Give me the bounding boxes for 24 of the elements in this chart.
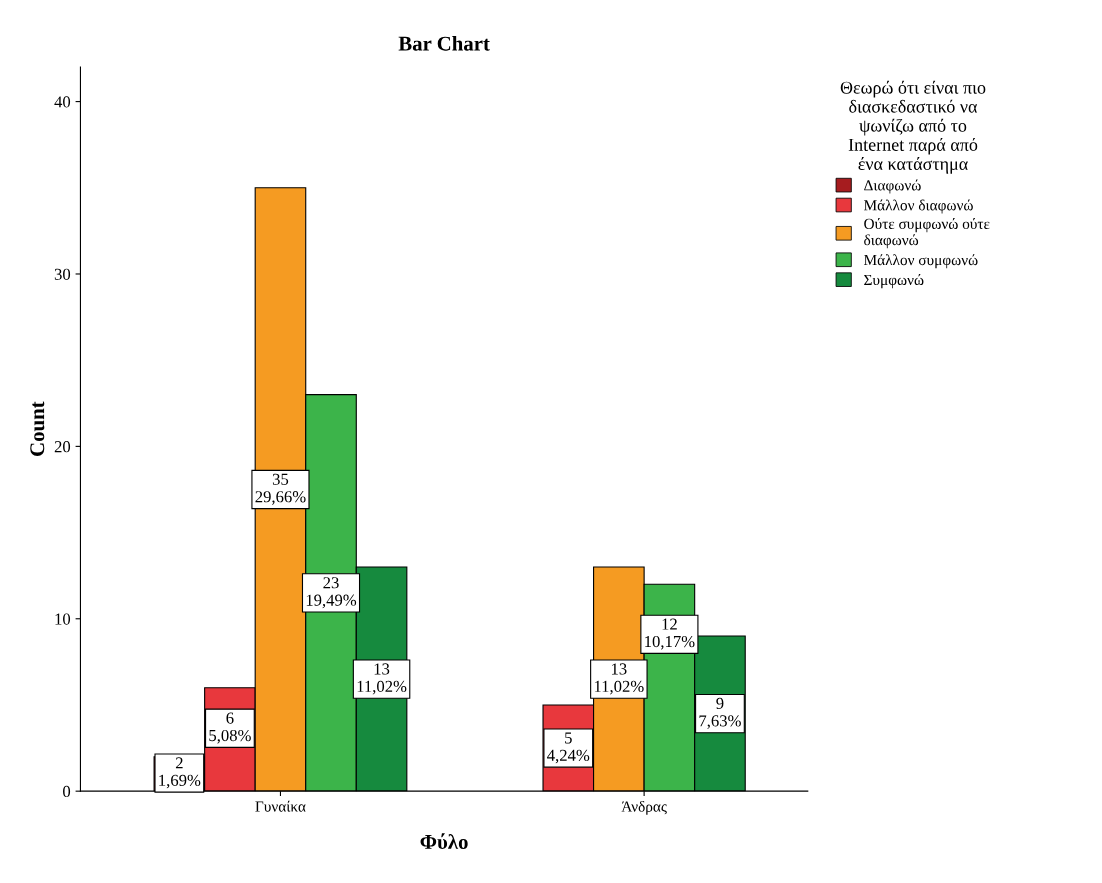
x-tick-label: Γυναίκα xyxy=(255,800,306,812)
legend-title: Θεωρώ ότι είναι πιο διασκεδαστικό να ψωνίζω από το Internet παρά από ένα κατάστημα xyxy=(840,80,986,174)
y-tick-label: 40 xyxy=(54,96,71,108)
legend-label: Διαφωνώ xyxy=(864,179,921,194)
data-label: 35 29,66% xyxy=(255,473,306,505)
data-label: 12 10,17% xyxy=(645,618,695,650)
data-label: 9 7,63% xyxy=(699,697,741,729)
y-tick-label: 10 xyxy=(55,613,71,625)
y-tick-label: 30 xyxy=(54,268,71,280)
data-label: 6 5,08% xyxy=(209,712,251,744)
y-tick-label: 20 xyxy=(54,441,71,453)
legend-label: Συμφωνώ xyxy=(864,274,924,289)
y-axis-title: Count xyxy=(30,401,45,456)
legend-label: Ούτε συμφωνώ ούτε διαφωνώ xyxy=(864,218,990,249)
legend-label: Μάλλον συμφωνώ xyxy=(864,254,978,269)
chart-title: Bar Chart xyxy=(398,35,490,51)
x-tick-label: Άνδρας xyxy=(621,800,667,815)
y-tick-label: 0 xyxy=(63,785,71,798)
data-label: 13 11,02% xyxy=(594,663,644,695)
x-axis-title: Φύλο xyxy=(420,833,468,849)
data-label: 23 19,49% xyxy=(306,577,357,609)
data-label: 5 4,24% xyxy=(547,732,590,764)
data-label: 13 11,02% xyxy=(357,663,407,695)
legend-label: Μάλλον διαφωνώ xyxy=(864,199,973,214)
